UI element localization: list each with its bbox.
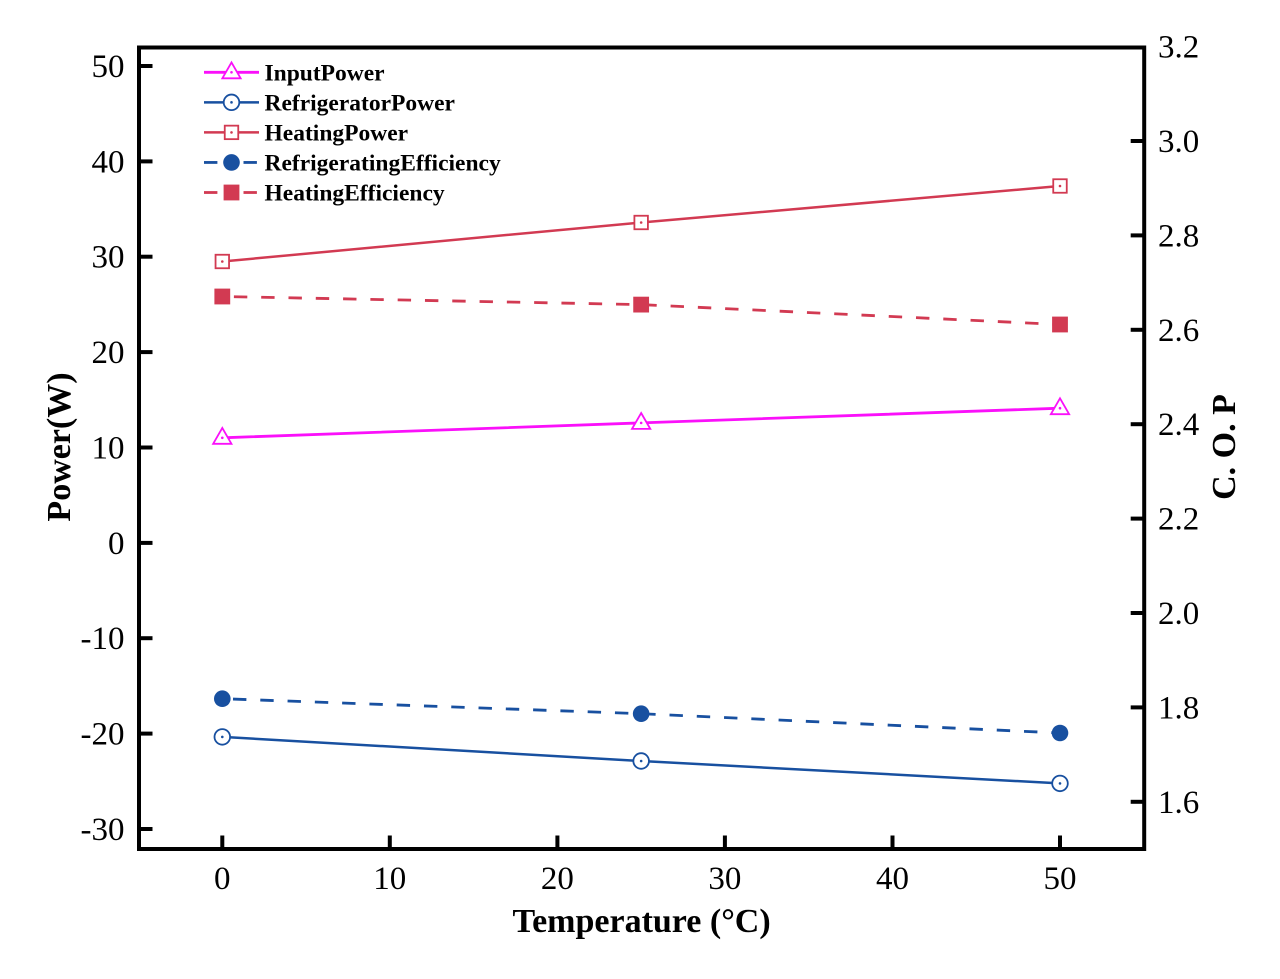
svg-text:0: 0: [214, 861, 231, 897]
svg-text:HeatingPower: HeatingPower: [265, 121, 409, 147]
svg-text:10: 10: [373, 861, 406, 897]
svg-text:2.4: 2.4: [1158, 407, 1199, 443]
svg-text:10: 10: [92, 431, 125, 467]
svg-text:Temperature (°C): Temperature (°C): [513, 903, 771, 940]
svg-text:50: 50: [92, 49, 125, 85]
svg-text:2.0: 2.0: [1158, 596, 1199, 632]
svg-text:50: 50: [1044, 861, 1077, 897]
svg-text:RefrigeratingEfficiency: RefrigeratingEfficiency: [265, 151, 501, 177]
svg-text:HeatingEfficiency: HeatingEfficiency: [265, 181, 445, 207]
svg-text:40: 40: [876, 861, 909, 897]
svg-text:1.6: 1.6: [1158, 785, 1199, 821]
svg-text:30: 30: [708, 861, 741, 897]
svg-text:RefrigeratorPower: RefrigeratorPower: [265, 90, 456, 116]
svg-text:-30: -30: [81, 812, 125, 848]
svg-text:Power(W): Power(W): [41, 372, 78, 521]
svg-text:2.2: 2.2: [1158, 502, 1199, 538]
svg-text:-20: -20: [81, 717, 125, 753]
svg-text:20: 20: [92, 335, 125, 371]
svg-text:20: 20: [541, 861, 574, 897]
svg-text:InputPower: InputPower: [265, 60, 385, 86]
svg-text:40: 40: [92, 144, 125, 180]
svg-text:C. O. P: C. O. P: [1206, 394, 1243, 500]
svg-text:1.8: 1.8: [1158, 690, 1199, 726]
svg-text:0: 0: [108, 526, 125, 562]
svg-text:2.8: 2.8: [1158, 218, 1199, 254]
svg-text:2.6: 2.6: [1158, 313, 1199, 349]
svg-text:3.2: 3.2: [1158, 30, 1199, 66]
svg-text:3.0: 3.0: [1158, 124, 1199, 160]
svg-text:-10: -10: [81, 621, 125, 657]
svg-text:30: 30: [92, 240, 125, 276]
